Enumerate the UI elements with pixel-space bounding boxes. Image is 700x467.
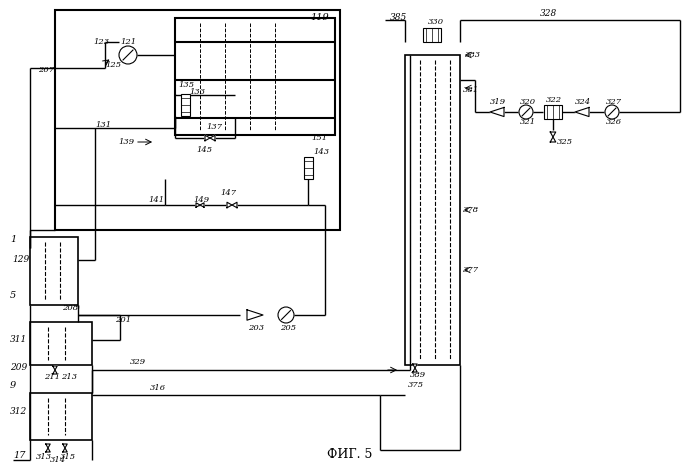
Bar [181, 94, 190, 116]
Circle shape [278, 307, 294, 323]
Polygon shape [52, 366, 57, 370]
Polygon shape [575, 107, 589, 117]
Text: ФИГ. 5: ФИГ. 5 [328, 448, 372, 461]
Text: 141: 141 [148, 196, 164, 204]
Text: 137: 137 [206, 123, 222, 131]
Polygon shape [63, 448, 67, 452]
Text: 316: 316 [150, 384, 166, 392]
Bar [304, 157, 312, 179]
Text: 143: 143 [313, 148, 329, 156]
Circle shape [519, 105, 533, 119]
Polygon shape [210, 135, 215, 141]
Polygon shape [413, 364, 417, 368]
Polygon shape [247, 310, 263, 320]
Bar [175, 18, 335, 135]
Polygon shape [46, 448, 50, 452]
Polygon shape [550, 132, 556, 137]
Text: 5: 5 [10, 290, 16, 299]
Text: 201: 201 [115, 316, 131, 324]
Text: 9: 9 [10, 381, 16, 389]
Text: 330: 330 [428, 18, 444, 26]
Text: 145: 145 [196, 146, 212, 154]
Polygon shape [196, 203, 200, 207]
Text: 377: 377 [463, 266, 479, 274]
Polygon shape [550, 137, 556, 142]
Text: 311: 311 [10, 335, 27, 345]
Text: 314: 314 [50, 456, 66, 464]
Text: 131: 131 [95, 121, 111, 129]
Text: 151: 151 [311, 134, 327, 142]
Text: 17: 17 [13, 451, 25, 460]
Text: 319: 319 [490, 98, 506, 106]
Text: 149: 149 [193, 196, 209, 204]
Circle shape [119, 46, 137, 64]
Bar [405, 55, 460, 365]
Text: 203: 203 [248, 324, 264, 332]
Polygon shape [227, 202, 232, 208]
Text: 119: 119 [310, 14, 329, 22]
Text: 326: 326 [606, 118, 622, 126]
Bar [30, 322, 92, 365]
Text: 325: 325 [557, 138, 573, 146]
Text: 211: 211 [44, 373, 60, 381]
Text: 207: 207 [38, 66, 54, 74]
Polygon shape [200, 203, 204, 207]
Polygon shape [205, 135, 210, 141]
Text: 315: 315 [60, 453, 76, 461]
Text: 133: 133 [189, 88, 205, 96]
Text: 147: 147 [220, 189, 236, 197]
Text: 129: 129 [12, 255, 29, 264]
Circle shape [605, 105, 619, 119]
Bar [55, 10, 340, 230]
Text: 121: 121 [120, 38, 136, 46]
Text: 321: 321 [520, 118, 536, 126]
Bar [30, 237, 78, 305]
Text: 375: 375 [408, 381, 424, 389]
Text: 329: 329 [130, 358, 146, 366]
Text: 312: 312 [10, 408, 27, 417]
Bar [30, 393, 92, 440]
Text: 383: 383 [465, 51, 481, 59]
Bar [423, 28, 441, 42]
Bar [544, 105, 562, 119]
Polygon shape [46, 444, 50, 448]
Text: 389: 389 [410, 371, 426, 379]
Text: 208: 208 [62, 304, 78, 312]
Text: 135: 135 [178, 81, 194, 89]
Text: 381: 381 [463, 86, 479, 94]
Text: 378: 378 [463, 206, 479, 214]
Polygon shape [232, 202, 237, 208]
Text: 123: 123 [93, 38, 109, 46]
Text: 324: 324 [575, 98, 591, 106]
Polygon shape [52, 370, 57, 374]
Text: 327: 327 [606, 98, 622, 106]
Text: 385: 385 [390, 14, 407, 22]
Text: 139: 139 [118, 138, 134, 146]
Text: 205: 205 [280, 324, 296, 332]
Text: 209: 209 [10, 363, 27, 373]
Polygon shape [490, 107, 504, 117]
Text: 1: 1 [10, 235, 16, 245]
Text: 320: 320 [520, 98, 536, 106]
Text: 328: 328 [540, 9, 557, 19]
Text: 125: 125 [105, 61, 121, 69]
Text: 213: 213 [61, 373, 77, 381]
Text: 322: 322 [546, 96, 562, 104]
Text: 313: 313 [36, 453, 52, 461]
Polygon shape [63, 444, 67, 448]
Polygon shape [413, 368, 417, 372]
